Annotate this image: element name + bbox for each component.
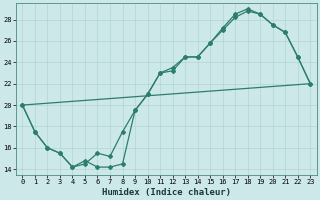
X-axis label: Humidex (Indice chaleur): Humidex (Indice chaleur) — [102, 188, 231, 197]
